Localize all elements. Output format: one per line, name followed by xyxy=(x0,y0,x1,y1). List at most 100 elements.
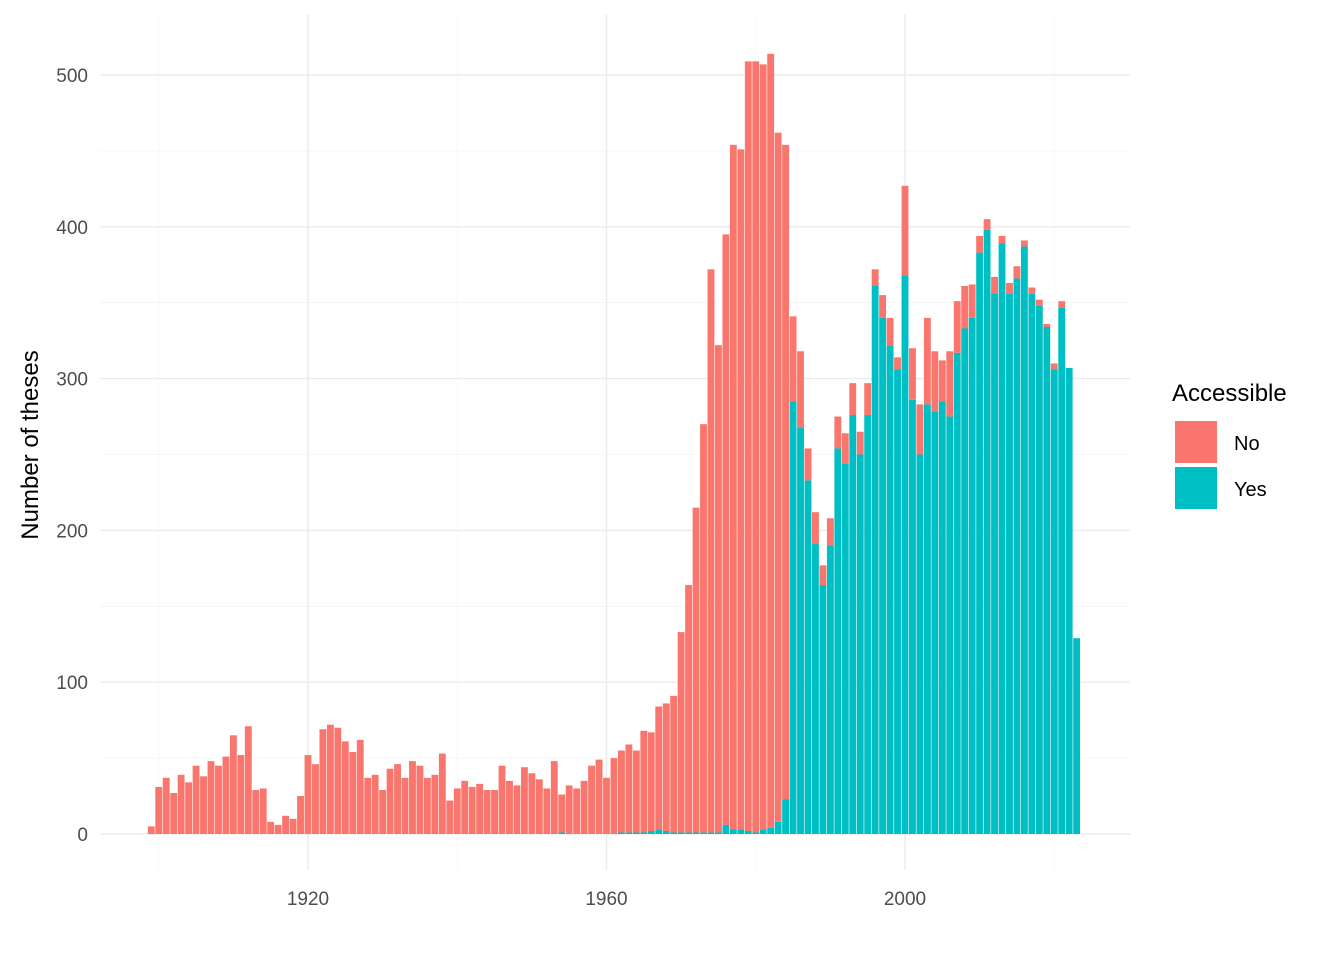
bar-no-1978 xyxy=(737,149,745,830)
bar-no-2005 xyxy=(938,360,946,402)
bar-yes-2008 xyxy=(961,328,969,834)
bar-no-1943 xyxy=(476,783,484,834)
bar-no-2008 xyxy=(961,286,969,329)
bar-no-1909 xyxy=(222,756,230,834)
bar-no-1947 xyxy=(506,780,513,834)
bar-yes-1989 xyxy=(819,585,827,834)
bar-yes-2022 xyxy=(1065,367,1073,834)
bar-no-1932 xyxy=(394,764,401,834)
legend-items: No Yes xyxy=(1175,421,1267,509)
bar-yes-1981 xyxy=(759,829,767,834)
bar-yes-2011 xyxy=(983,229,991,834)
bar-no-1917 xyxy=(282,815,290,834)
bar-no-1902 xyxy=(170,793,178,834)
bar-no-1933 xyxy=(401,777,409,834)
bar-no-1964 xyxy=(632,750,640,833)
bar-yes-2004 xyxy=(931,411,939,834)
bar-yes-2002 xyxy=(916,454,924,834)
bar-yes-2019 xyxy=(1043,326,1051,834)
legend-title: Accessible xyxy=(1172,380,1287,407)
bar-no-1942 xyxy=(468,786,476,834)
bar-yes-1991 xyxy=(834,448,842,834)
bar-no-2018 xyxy=(1035,299,1043,306)
bar-no-1968 xyxy=(662,703,670,831)
bars xyxy=(147,53,1081,835)
bar-no-1982 xyxy=(767,53,775,828)
bar-yes-1990 xyxy=(826,545,834,834)
bar-no-2001 xyxy=(909,348,916,400)
bar-no-1945 xyxy=(491,789,498,834)
bar-no-1967 xyxy=(655,706,663,830)
bar-no-1971 xyxy=(685,585,693,833)
bar-no-1987 xyxy=(804,448,812,481)
bar-yes-1998 xyxy=(886,345,894,834)
bar-yes-2016 xyxy=(1020,246,1028,834)
bar-yes-1984 xyxy=(782,799,790,834)
bar-no-1916 xyxy=(274,824,282,834)
bar-no-1998 xyxy=(886,317,894,346)
bar-yes-1976 xyxy=(722,824,730,834)
bar-no-1969 xyxy=(670,695,678,833)
bar-yes-1967 xyxy=(655,829,663,834)
y-axis-ticks: 0 100 200 300 400 500 xyxy=(56,66,88,846)
bar-no-1983 xyxy=(774,132,782,822)
bar-no-1929 xyxy=(371,774,379,834)
bar-no-1949 xyxy=(520,767,528,834)
bar-no-1974 xyxy=(707,269,715,833)
bar-no-1939 xyxy=(446,800,454,834)
bar-yes-1985 xyxy=(789,401,797,834)
bar-yes-1996 xyxy=(871,286,879,834)
bar-yes-1954 xyxy=(558,832,566,834)
bar-yes-1993 xyxy=(849,415,857,834)
bar-no-1912 xyxy=(244,726,252,834)
bar-yes-2006 xyxy=(946,416,954,834)
bar-yes-1973 xyxy=(700,832,707,834)
bar-no-1927 xyxy=(356,739,364,834)
bar-yes-1974 xyxy=(707,832,715,834)
bar-no-2010 xyxy=(976,235,984,253)
bar-yes-1963 xyxy=(625,832,633,834)
legend-key-yes xyxy=(1175,467,1217,509)
bar-no-1989 xyxy=(819,565,827,586)
bar-yes-2015 xyxy=(1013,278,1021,834)
bar-no-1993 xyxy=(849,383,857,416)
y-axis-title: Number of theses xyxy=(17,350,44,539)
bar-no-1922 xyxy=(319,729,327,834)
bar-no-2013 xyxy=(998,235,1006,244)
bar-no-1930 xyxy=(379,789,387,834)
bar-yes-2013 xyxy=(998,243,1006,835)
bar-no-1986 xyxy=(797,351,804,428)
y-tick-label: 300 xyxy=(56,370,88,391)
bar-no-1976 xyxy=(722,234,730,825)
bar-no-1980 xyxy=(752,61,760,833)
bar-no-1970 xyxy=(677,632,685,833)
x-axis-ticks: 1920 1960 2000 xyxy=(287,889,926,910)
y-tick-label: 500 xyxy=(56,66,88,87)
bar-yes-1986 xyxy=(797,427,804,834)
bar-no-1951 xyxy=(535,779,543,834)
bar-no-1903 xyxy=(177,774,185,834)
bar-no-1990 xyxy=(826,518,834,546)
bar-no-1907 xyxy=(207,761,215,834)
x-tick-label: 1960 xyxy=(585,889,627,910)
bar-no-1935 xyxy=(416,765,424,834)
legend-label-yes: Yes xyxy=(1234,479,1267,501)
bar-yes-2017 xyxy=(1028,293,1036,834)
bar-no-1956 xyxy=(573,788,581,834)
bar-no-2021 xyxy=(1058,301,1066,308)
legend-key-no xyxy=(1175,421,1217,463)
bar-no-2020 xyxy=(1050,363,1058,370)
bar-yes-2021 xyxy=(1058,307,1066,834)
bar-yes-1979 xyxy=(744,830,752,834)
y-tick-label: 100 xyxy=(56,673,88,694)
bar-yes-1994 xyxy=(856,454,864,834)
bar-no-1911 xyxy=(237,755,245,834)
bar-yes-1978 xyxy=(737,829,745,834)
bar-yes-1977 xyxy=(729,829,737,834)
bar-no-1936 xyxy=(423,777,431,834)
bar-no-1934 xyxy=(409,761,416,834)
bar-yes-1962 xyxy=(617,832,625,834)
bar-yes-2005 xyxy=(938,401,946,834)
bar-yes-1995 xyxy=(864,415,872,834)
